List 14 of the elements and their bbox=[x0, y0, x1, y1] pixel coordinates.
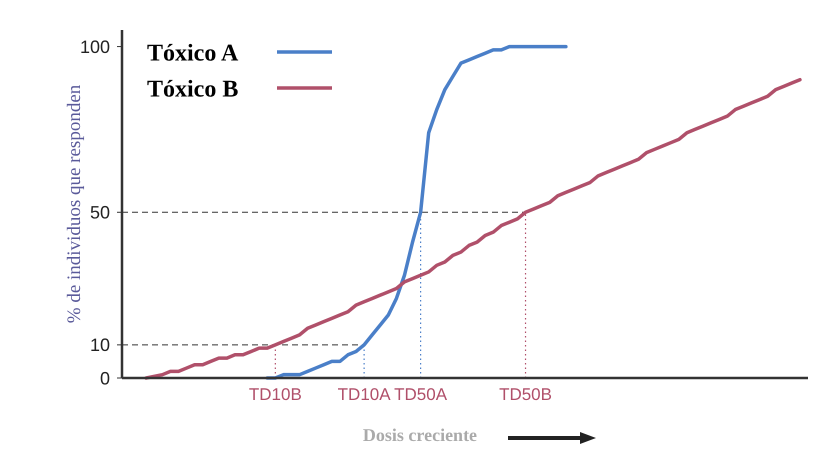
x-tick-label: TD10B bbox=[248, 385, 302, 404]
x-tick-label: TD50B bbox=[499, 385, 552, 404]
x-tick-label: TD50A bbox=[394, 385, 448, 404]
y-axis-title: % de individuos que responden bbox=[64, 84, 85, 324]
x-tick-label: TD10A bbox=[338, 385, 392, 404]
x-axis-title: Dosis creciente bbox=[362, 425, 478, 445]
legend-label: Tóxico A bbox=[147, 40, 240, 66]
y-tick-label: 100 bbox=[80, 36, 110, 57]
y-tick-label: 0 bbox=[100, 368, 110, 388]
y-tick-label: 10 bbox=[90, 335, 110, 356]
y-tick-label: 50 bbox=[90, 202, 110, 223]
line-series bbox=[266, 44, 568, 380]
legend-label: Tóxico B bbox=[147, 76, 238, 102]
line-series bbox=[144, 78, 802, 380]
